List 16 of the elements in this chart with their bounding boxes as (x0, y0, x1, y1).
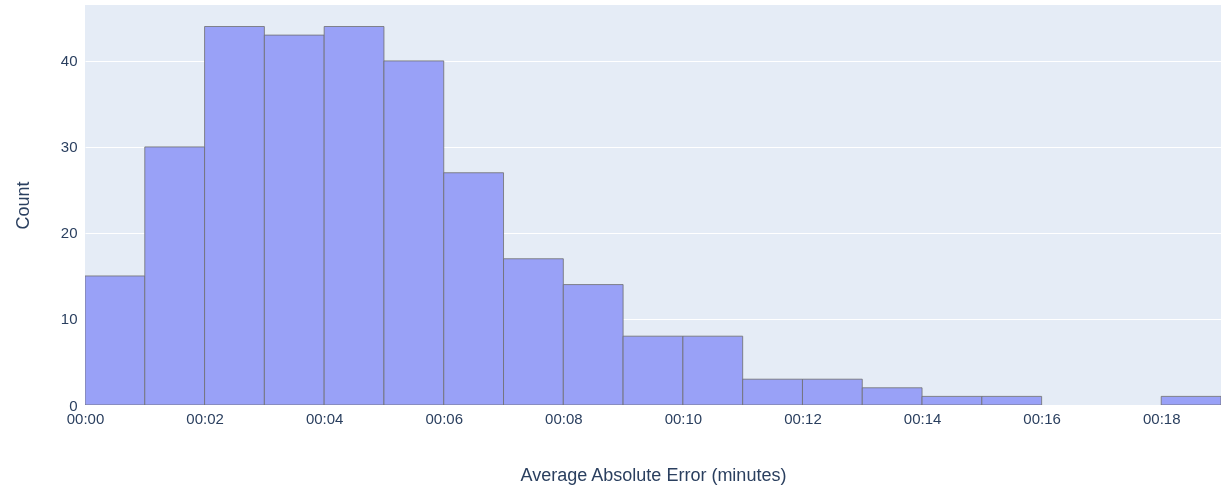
x-tick-label: 00:08 (545, 409, 583, 427)
y-tick-label: 40 (60, 52, 78, 70)
x-tick-label: 00:02 (186, 409, 224, 427)
x-axis-title: Average Absolute Error (minutes) (520, 464, 787, 485)
y-tick-label: 30 (60, 138, 78, 156)
x-tick-label: 00:18 (1142, 409, 1181, 427)
y-tick-label: 0 (69, 396, 78, 414)
y-tick-label: 20 (60, 224, 78, 242)
x-tick-label: 00:16 (1023, 409, 1061, 427)
x-tick-label: 00:12 (784, 409, 822, 427)
y-axis-title: Count (12, 181, 33, 230)
x-tick-label: 00:06 (425, 409, 464, 427)
x-tick-label: 00:14 (903, 409, 942, 427)
x-tick-label: 00:10 (664, 409, 703, 427)
y-tick-label: 10 (60, 310, 78, 328)
x-tick-label: 00:04 (305, 409, 344, 427)
